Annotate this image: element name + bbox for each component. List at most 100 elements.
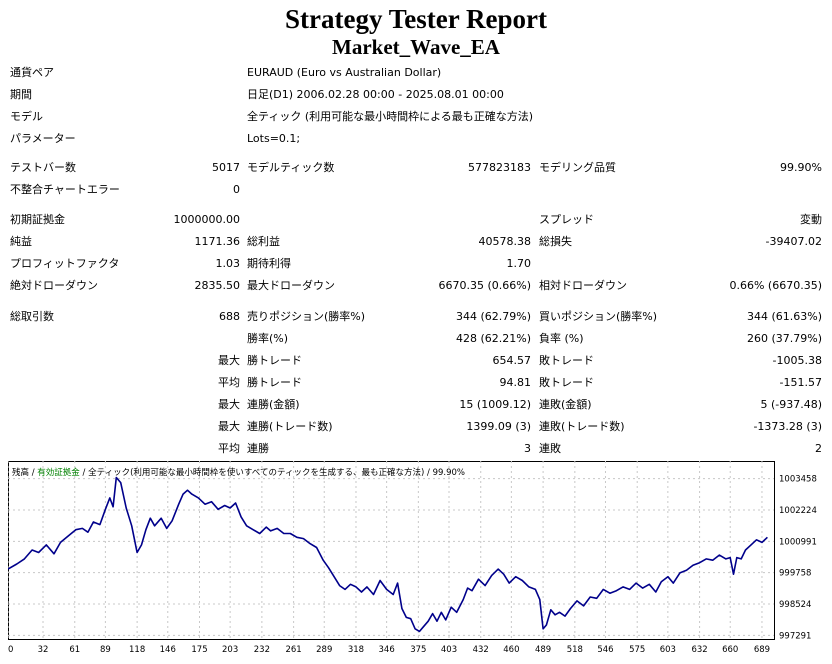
profit-factor-label: プロフィットファクタ bbox=[10, 257, 120, 270]
avg-loss-label: 敗トレード bbox=[539, 376, 594, 389]
avg-consec-prefix: 平均 bbox=[218, 442, 240, 455]
x-tick-label: 89 bbox=[100, 645, 111, 655]
plot-frame bbox=[8, 461, 775, 640]
x-tick-label: 146 bbox=[160, 645, 176, 655]
x-tick-label: 346 bbox=[379, 645, 395, 655]
profit-factor-value: 1.03 bbox=[215, 257, 241, 270]
model-value: 全ティック (利用可能な最小時間枠による最も正確な方法) bbox=[247, 110, 534, 123]
parameters-value: Lots=0.1; bbox=[247, 132, 301, 145]
long-positions-label: 買いポジション(勝率%) bbox=[539, 310, 658, 323]
symbol-label: 通貨ペア bbox=[10, 66, 54, 79]
loss-rate-value: 260 (37.79%) bbox=[746, 332, 822, 345]
x-tick-label: 603 bbox=[660, 645, 676, 655]
x-tick-label: 489 bbox=[535, 645, 551, 655]
max-drawdown-label: 最大ドローダウン bbox=[247, 279, 335, 292]
max-consec-losses-money-label: 連敗(金額) bbox=[539, 398, 592, 411]
spread-label: スプレッド bbox=[539, 213, 594, 226]
x-tick-label: 175 bbox=[191, 645, 207, 655]
x-tick-label: 375 bbox=[410, 645, 426, 655]
avg-consec-losses-label: 連敗 bbox=[539, 442, 561, 455]
legend-equity: 有効証拠金 bbox=[37, 467, 80, 478]
win-rate-label: 勝率(%) bbox=[247, 332, 289, 345]
max-consec-wins-count-value: 1399.09 (3) bbox=[466, 420, 531, 433]
ticks-value: 577823183 bbox=[468, 161, 531, 174]
long-positions-value: 344 (61.63%) bbox=[746, 310, 822, 323]
legend-model: 全ティック(利用可能な最小時間枠を使いすべてのティックを生成する、最も正確な方法… bbox=[88, 467, 424, 478]
y-tick-label: 1003458 bbox=[779, 475, 817, 485]
average-prefix: 平均 bbox=[218, 376, 240, 389]
x-tick-label: 575 bbox=[629, 645, 645, 655]
avg-win-label: 勝トレード bbox=[247, 376, 302, 389]
largest-loss-label: 敗トレード bbox=[539, 354, 594, 367]
legend-sep-1: / bbox=[29, 468, 37, 478]
x-tick-label: 518 bbox=[567, 645, 583, 655]
x-tick-label: 660 bbox=[722, 645, 738, 655]
avg-consec-losses-value: 2 bbox=[815, 442, 822, 455]
max-consec-wins-count-label: 連勝(トレード数) bbox=[247, 420, 333, 433]
avg-win-value: 94.81 bbox=[499, 376, 532, 389]
deposit-label: 初期証拠金 bbox=[10, 213, 65, 226]
ea-name: Market_Wave_EA bbox=[332, 35, 500, 59]
win-rate-value: 428 (62.21%) bbox=[455, 332, 531, 345]
legend-sep-3: / bbox=[424, 468, 432, 478]
balance-chart: 残高 / 有効証拠金 / 全ティック(利用可能な最小時間枠を使いすべてのティック… bbox=[8, 461, 824, 661]
gross-profit-label: 総利益 bbox=[247, 235, 280, 248]
legend-quality: 99.90% bbox=[433, 468, 465, 478]
y-tick-labels: 997291 998524 999758 1000991 1002224 1003458 bbox=[779, 475, 817, 642]
x-tick-label: 432 bbox=[473, 645, 489, 655]
max-consec-losses-count-label: 連敗(トレード数) bbox=[539, 420, 625, 433]
x-tick-label: 0 bbox=[8, 645, 13, 655]
period-value: 日足(D1) 2006.02.28 00:00 - 2025.08.01 00:… bbox=[247, 88, 504, 101]
deposit-value: 1000000.00 bbox=[173, 213, 240, 226]
max-consec-money-prefix: 最大 bbox=[218, 398, 240, 411]
balance-line bbox=[8, 476, 768, 633]
max-consec-wins-money-label: 連勝(金額) bbox=[247, 398, 300, 411]
x-tick-label: 689 bbox=[754, 645, 770, 655]
x-tick-label: 289 bbox=[316, 645, 332, 655]
total-trades-label: 総取引数 bbox=[10, 310, 54, 323]
mismatch-value: 0 bbox=[233, 183, 240, 196]
x-tick-label: 118 bbox=[129, 645, 145, 655]
net-profit-label: 純益 bbox=[10, 235, 32, 248]
y-tick-label: 1000991 bbox=[779, 537, 817, 547]
model-label: モデル bbox=[10, 110, 43, 123]
x-tick-label: 460 bbox=[503, 645, 519, 655]
legend-balance: 残高 bbox=[12, 467, 29, 478]
spread-value: 変動 bbox=[800, 213, 822, 226]
abs-drawdown-label: 絶対ドローダウン bbox=[10, 279, 98, 292]
avg-consec-wins-value: 3 bbox=[524, 442, 531, 455]
avg-consec-wins-label: 連勝 bbox=[247, 442, 269, 455]
max-consec-wins-money-value: 15 (1009.12) bbox=[459, 398, 531, 411]
period-label: 期間 bbox=[10, 88, 32, 101]
x-tick-label: 403 bbox=[441, 645, 457, 655]
legend-sep-2: / bbox=[80, 468, 88, 478]
y-tick-label: 1002224 bbox=[779, 506, 817, 516]
balance-chart-svg: 残高 / 有効証拠金 / 全ティック(利用可能な最小時間枠を使いすべてのティック… bbox=[8, 461, 817, 655]
ticks-label: モデルティック数 bbox=[247, 161, 335, 174]
y-tick-label: 998524 bbox=[779, 600, 811, 610]
y-tick-label: 999758 bbox=[779, 569, 811, 579]
abs-drawdown-value: 2835.50 bbox=[194, 279, 241, 292]
short-positions-value: 344 (62.79%) bbox=[455, 310, 531, 323]
x-tick-label: 32 bbox=[38, 645, 49, 655]
x-tick-label: 632 bbox=[691, 645, 707, 655]
chart-legend: 残高 / 有効証拠金 / 全ティック(利用可能な最小時間枠を使いすべてのティック… bbox=[12, 467, 465, 478]
largest-win-label: 勝トレード bbox=[247, 354, 302, 367]
gross-profit-value: 40578.38 bbox=[478, 235, 532, 248]
largest-prefix: 最大 bbox=[218, 354, 240, 367]
quality-label: モデリング品質 bbox=[539, 161, 616, 174]
max-consec-losses-money-value: 5 (-937.48) bbox=[760, 398, 822, 411]
x-tick-label: 203 bbox=[222, 645, 238, 655]
bars-value: 5017 bbox=[212, 161, 240, 174]
gross-loss-label: 総損失 bbox=[539, 235, 572, 248]
expected-payoff-label: 期待利得 bbox=[247, 257, 291, 270]
symbol-value: EURAUD (Euro vs Australian Dollar) bbox=[247, 66, 442, 79]
largest-loss-value: -1005.38 bbox=[772, 354, 822, 367]
y-tick-label: 997291 bbox=[779, 631, 811, 641]
parameters-label: パラメーター bbox=[10, 132, 76, 145]
report-title: Strategy Tester Report bbox=[285, 4, 547, 34]
expected-payoff-value: 1.70 bbox=[506, 257, 532, 270]
avg-loss-value: -151.57 bbox=[779, 376, 822, 389]
x-tick-label: 61 bbox=[69, 645, 80, 655]
total-trades-value: 688 bbox=[219, 310, 240, 323]
